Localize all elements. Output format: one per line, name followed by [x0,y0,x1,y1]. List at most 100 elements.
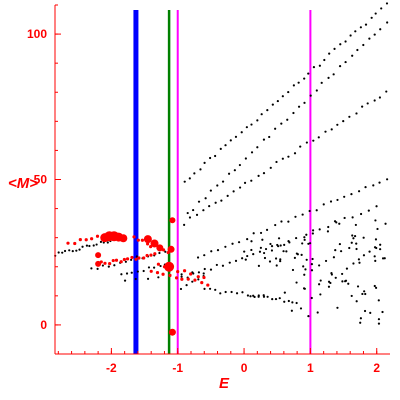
black-data-point [275,160,278,164]
red-data-point [95,234,100,238]
black-data-point [312,139,315,142]
black-data-point [355,300,358,303]
series-red-points [66,217,210,336]
black-data-point [183,180,186,183]
black-data-point [197,200,201,203]
black-data-point [318,283,321,286]
black-data-point [374,259,377,262]
red-data-point [103,261,107,265]
black-data-point [219,147,222,151]
black-data-point [361,292,364,296]
black-data-point [125,272,129,275]
black-data-point [263,256,267,260]
black-data-point [179,287,183,291]
black-data-point [261,238,264,241]
black-data-point [61,251,64,254]
black-data-point [214,288,217,291]
black-data-point [295,252,298,255]
black-data-point [185,284,188,287]
black-data-point [368,250,371,253]
red-data-point [114,258,119,262]
black-data-point [364,292,367,296]
black-data-point [358,261,361,264]
black-data-point [101,264,105,267]
black-data-point [348,246,351,250]
black-data-point [333,220,337,223]
black-data-point [303,101,306,104]
black-data-point [303,273,306,276]
black-data-point [307,242,310,245]
black-data-point [288,241,291,244]
black-data-point [264,247,268,251]
black-data-point [229,139,232,142]
black-data-point [203,287,206,290]
black-data-point [303,238,306,241]
black-data-point [244,258,247,261]
black-data-point [203,161,206,164]
black-data-point [262,251,266,255]
red-data-point [137,256,141,260]
black-data-point [283,291,286,294]
black-data-point [351,54,354,57]
black-data-point [266,295,269,298]
black-data-point [202,209,205,212]
black-data-point [75,249,78,252]
black-data-point [291,268,295,272]
black-data-point [328,52,331,55]
black-data-point [216,249,220,252]
black-data-point [262,172,266,175]
black-data-point [257,295,260,298]
red-data-point [155,270,160,275]
black-data-point [384,222,387,225]
black-data-point [305,233,308,236]
black-data-point [259,231,263,235]
black-data-point [219,292,222,295]
black-data-point [327,76,330,79]
black-data-point [379,248,382,251]
plot-area-clip-group [54,2,389,354]
black-data-point [210,250,213,253]
black-data-point [238,163,241,167]
red-large-data-point [143,235,152,244]
black-data-point [221,264,225,267]
black-data-point [323,58,326,62]
black-data-point [123,279,127,282]
black-data-point [192,272,195,275]
x-axis-title: E [219,375,230,392]
black-data-point [221,180,225,183]
black-data-point [71,249,74,253]
black-data-point [330,271,333,275]
red-data-point [149,269,153,273]
black-data-point [246,294,250,297]
black-data-point [227,172,231,175]
red-large-data-point [119,234,128,243]
black-data-point [292,84,295,87]
black-data-point [281,95,284,98]
black-data-point [246,238,249,241]
black-data-point [373,284,376,288]
black-data-point [186,211,189,215]
black-data-point [197,271,201,274]
black-data-point [256,119,259,122]
y-tick-label: 50 [34,173,48,187]
black-data-point [204,197,207,200]
black-data-point [269,166,272,169]
black-data-point [199,168,202,171]
black-data-point [146,277,150,280]
black-data-point [193,172,196,175]
black-data-point [316,311,319,314]
black-data-point [130,258,133,261]
black-data-point [342,120,345,123]
red-data-point [156,262,161,266]
black-data-point [245,126,248,129]
black-data-point [243,250,246,253]
black-data-point [366,102,369,105]
y-tick-label: 100 [27,27,47,41]
black-data-point [135,255,138,258]
black-data-point [354,223,357,227]
black-data-point [377,299,380,302]
black-data-point [356,285,360,288]
black-data-point [338,242,341,246]
red-data-point [176,270,180,274]
black-data-point [329,200,333,203]
